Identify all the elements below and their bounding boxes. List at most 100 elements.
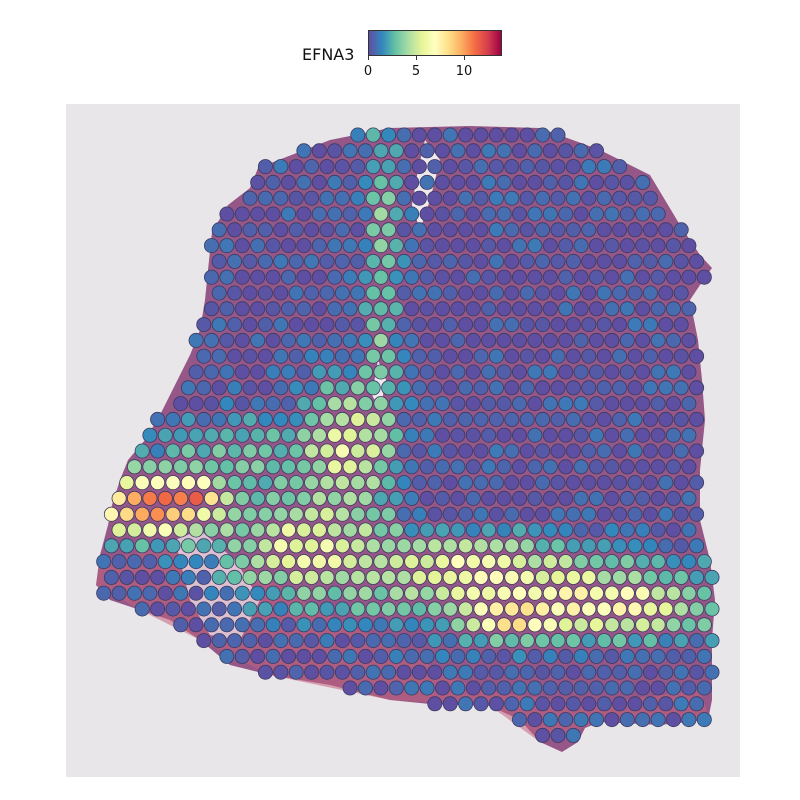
expression-spot	[219, 648, 235, 664]
expression-spot	[527, 554, 543, 570]
expression-spot	[650, 269, 666, 285]
expression-spot	[103, 538, 119, 554]
expression-spot	[350, 601, 366, 617]
expression-spot	[404, 459, 420, 475]
expression-spot	[604, 396, 620, 412]
expression-spot	[673, 569, 689, 585]
expression-spot	[704, 633, 720, 649]
expression-spot	[304, 633, 320, 649]
expression-spot	[527, 396, 543, 412]
expression-spot	[627, 696, 643, 712]
expression-spot	[550, 727, 566, 743]
expression-spot	[203, 396, 219, 412]
expression-spot	[581, 506, 597, 522]
expression-spot	[512, 364, 528, 380]
expression-spot	[319, 380, 335, 396]
expression-spots	[96, 127, 720, 743]
expression-spot	[388, 459, 404, 475]
expression-spot	[473, 475, 489, 491]
expression-spot	[589, 364, 605, 380]
expression-spot	[488, 475, 504, 491]
expression-spot	[434, 206, 450, 222]
expression-spot	[327, 554, 343, 570]
expression-spot	[689, 601, 705, 617]
expression-spot	[242, 285, 258, 301]
expression-spot	[596, 380, 612, 396]
expression-spot	[481, 522, 497, 538]
expression-spot	[327, 522, 343, 538]
expression-spot	[673, 317, 689, 333]
expression-spot	[481, 364, 497, 380]
expression-spot	[373, 680, 389, 696]
expression-spot	[334, 475, 350, 491]
expression-spot	[450, 364, 466, 380]
expression-spot	[496, 301, 512, 317]
expression-spot	[589, 648, 605, 664]
expression-spot	[304, 159, 320, 175]
expression-spot	[381, 285, 397, 301]
expression-spot	[280, 206, 296, 222]
expression-spot	[573, 617, 589, 633]
expression-spot	[396, 601, 412, 617]
expression-spot	[203, 617, 219, 633]
expression-spot	[535, 127, 551, 143]
expression-spot	[273, 411, 289, 427]
expression-spot	[311, 522, 327, 538]
expression-spot	[650, 364, 666, 380]
expression-spot	[327, 648, 343, 664]
expression-spot	[481, 143, 497, 159]
expression-spot	[427, 380, 443, 396]
expression-spot	[542, 238, 558, 254]
expression-spot	[558, 585, 574, 601]
expression-spot	[173, 585, 189, 601]
expression-spot	[234, 522, 250, 538]
expression-spot	[612, 633, 628, 649]
expression-spot	[280, 364, 296, 380]
expression-spot	[481, 238, 497, 254]
expression-spot	[273, 317, 289, 333]
expression-spot	[334, 159, 350, 175]
expression-spot	[173, 617, 189, 633]
expression-spot	[504, 222, 520, 238]
expression-spot	[550, 285, 566, 301]
expression-spot	[642, 633, 658, 649]
expression-spot	[650, 680, 666, 696]
expression-spot	[458, 127, 474, 143]
expression-spot	[596, 317, 612, 333]
expression-spot	[612, 222, 628, 238]
expression-spot	[411, 348, 427, 364]
expression-spot	[373, 269, 389, 285]
expression-spot	[250, 238, 266, 254]
expression-spot	[319, 633, 335, 649]
expression-spot	[535, 475, 551, 491]
expression-spot	[396, 633, 412, 649]
expression-spot	[265, 332, 281, 348]
expression-spot	[442, 285, 458, 301]
expression-spot	[604, 332, 620, 348]
expression-spot	[619, 680, 635, 696]
expression-spot	[596, 538, 612, 554]
expression-spot	[411, 538, 427, 554]
expression-spot	[627, 190, 643, 206]
expression-spot	[242, 633, 258, 649]
expression-spot	[658, 633, 674, 649]
expression-spot	[327, 459, 343, 475]
expression-spot	[558, 143, 574, 159]
expression-spot	[465, 364, 481, 380]
expression-spot	[619, 648, 635, 664]
expression-spot	[450, 332, 466, 348]
expression-spot	[465, 490, 481, 506]
expression-spot	[627, 664, 643, 680]
expression-spot	[604, 648, 620, 664]
expression-spot	[350, 222, 366, 238]
expression-spot	[242, 601, 258, 617]
expression-spot	[542, 680, 558, 696]
expression-spot	[265, 364, 281, 380]
expression-spot	[265, 427, 281, 443]
expression-spot	[365, 222, 381, 238]
expression-spot	[681, 301, 697, 317]
expression-spot	[188, 364, 204, 380]
expression-spot	[581, 664, 597, 680]
expression-spot	[342, 206, 358, 222]
expression-spot	[404, 585, 420, 601]
